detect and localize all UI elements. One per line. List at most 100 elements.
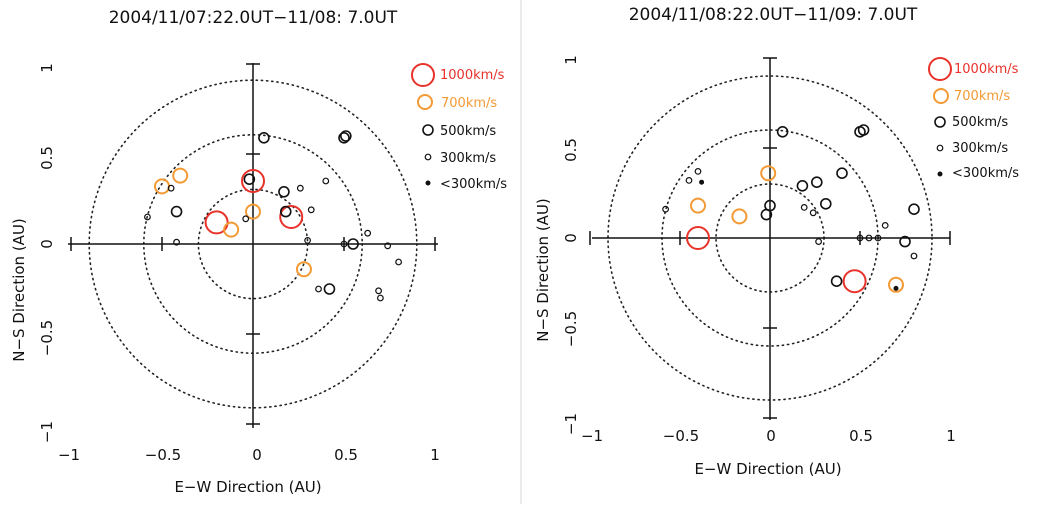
data-point-300 [167, 184, 175, 192]
data-point-1000 [279, 205, 304, 229]
data-point-500 [760, 208, 773, 221]
data-point-300 [800, 203, 808, 211]
data-point-500 [258, 132, 270, 144]
left-y-tick-label: −1 [38, 421, 56, 443]
data-point-1000 [842, 269, 867, 294]
left-chart-title: 2004/11/07:22.0UT−11/08: 7.0UT [109, 8, 398, 28]
data-point-500 [243, 173, 256, 185]
data-point-500 [347, 238, 359, 250]
left-x-tick-label: −0.5 [145, 446, 181, 464]
data-point-300 [296, 184, 304, 192]
left-y-tick-label: 0.5 [38, 146, 56, 170]
data-point-1000 [241, 169, 265, 193]
data-point-300 [242, 215, 250, 223]
data-point-700 [154, 178, 170, 195]
left-x-tick-label: −1 [58, 446, 80, 464]
right-legend-label: 700km/s [954, 89, 1010, 104]
left-legend: 1000km/s 700km/s 500km/s 300km/s <300km/… [411, 63, 507, 192]
legend-symbol-500 [422, 124, 434, 136]
data-point-300 [815, 238, 822, 246]
left-data-points [144, 130, 403, 302]
left-x-axis-label: E−W Direction (AU) [174, 478, 321, 496]
data-point-700 [223, 221, 240, 238]
left-y-axis-label: N−S Direction (AU) [10, 218, 28, 362]
data-point-300 [304, 236, 312, 244]
left-y-tick-label: 0 [38, 239, 56, 249]
right-legend-label: <300km/s [952, 166, 1019, 181]
data-point-300 [856, 234, 864, 242]
data-point-500 [170, 205, 183, 218]
right-x-tick-label: −1 [581, 427, 603, 445]
data-point-300 [395, 258, 403, 266]
data-point-300 [144, 213, 151, 221]
legend-symbol-700 [417, 94, 433, 110]
right-x-tick-label: −0.5 [663, 427, 699, 445]
data-point-300 [173, 238, 180, 246]
right-x-axis-label: E−W Direction (AU) [694, 460, 841, 478]
legend-symbol-700 [933, 88, 949, 104]
legend-symbol-lt300 [937, 171, 943, 177]
data-point-300 [340, 240, 348, 248]
data-point-300 [694, 167, 702, 175]
data-point-lt300 [699, 179, 705, 185]
right-legend: 1000km/s 700km/s 500km/s 300km/s <300km/… [928, 57, 1019, 181]
right-x-tick-label: 1 [946, 427, 956, 445]
data-point-500 [810, 176, 823, 188]
legend-symbol-lt300 [425, 180, 431, 186]
left-x-tick-label: 0.5 [334, 446, 358, 464]
data-point-700 [888, 276, 904, 293]
data-point-1000 [686, 226, 710, 250]
right-legend-label: 500km/s [952, 115, 1008, 130]
data-point-700 [760, 165, 777, 182]
data-point-300 [377, 294, 384, 302]
right-y-tick-label: 0.5 [562, 138, 580, 162]
data-point-500 [836, 167, 848, 179]
data-point-500 [796, 180, 809, 192]
data-point-1000 [204, 210, 229, 235]
data-point-300 [375, 287, 382, 295]
data-point-500 [899, 235, 911, 248]
right-data-points [662, 124, 920, 294]
left-legend-label: 300km/s [440, 151, 496, 166]
right-y-tick-label: 0 [562, 233, 580, 243]
data-point-700 [172, 167, 189, 184]
left-y-tick-label: −0.5 [38, 320, 56, 356]
data-point-300 [685, 176, 693, 184]
legend-symbol-300 [936, 144, 944, 152]
data-point-500 [323, 283, 336, 295]
left-y-tick-label: 1 [38, 63, 56, 73]
right-chart-title: 2004/11/08:22.0UT−11/09: 7.0UT [629, 5, 918, 25]
right-y-axis-label: N−S Direction (AU) [534, 198, 552, 342]
data-point-300 [809, 209, 817, 217]
data-point-300 [364, 229, 372, 237]
left-legend-label: 1000km/s [440, 68, 505, 83]
left-panel: 2004/11/07:22.0UT−11/08: 7.0UT −1 −0.5 0… [10, 8, 507, 496]
data-point-500 [340, 130, 352, 142]
data-point-300 [910, 252, 918, 260]
data-point-500 [857, 124, 870, 136]
right-legend-label: 300km/s [952, 141, 1008, 156]
left-legend-label: 700km/s [441, 96, 497, 111]
right-axes [589, 57, 951, 420]
right-y-tick-label: −1 [562, 413, 580, 435]
data-point-300 [865, 234, 873, 242]
legend-symbol-1000 [928, 57, 952, 81]
data-point-500 [776, 126, 789, 138]
data-point-300 [384, 242, 392, 250]
right-tick-labels: −1 −0.5 0 0.5 1 −1 −0.5 0 0.5 1 [562, 55, 956, 445]
data-point-700 [690, 197, 706, 214]
right-y-tick-label: 1 [562, 55, 580, 65]
left-x-tick-label: 1 [430, 446, 440, 464]
data-point-500 [279, 205, 292, 218]
data-point-700 [245, 203, 261, 220]
left-x-tick-label: 0 [252, 446, 262, 464]
data-point-700 [731, 208, 748, 225]
left-tick-labels: −1 −0.5 0 0.5 1 −1 −0.5 0 0.5 1 [38, 63, 440, 464]
right-x-tick-label: 0 [766, 427, 776, 445]
data-point-500 [338, 132, 350, 144]
right-panel: 2004/11/08:22.0UT−11/09: 7.0UT −1 −0.5 0… [534, 5, 1019, 478]
data-point-700 [295, 261, 312, 278]
data-point-300 [662, 205, 669, 213]
